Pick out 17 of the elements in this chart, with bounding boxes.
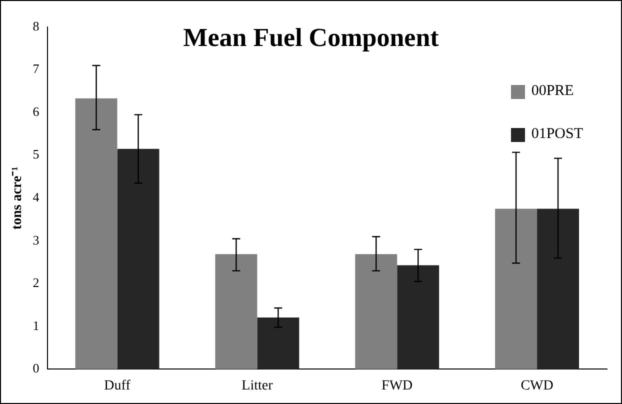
y-tick-label: 8 bbox=[32, 18, 40, 34]
x-tick-label: Duff bbox=[104, 378, 131, 394]
x-tick-label: Litter bbox=[242, 378, 274, 394]
legend-label: 00PRE bbox=[531, 83, 574, 100]
y-tick-label: 5 bbox=[32, 146, 40, 162]
y-tick-label: 7 bbox=[32, 61, 40, 76]
chart-title: Mean Fuel Component bbox=[183, 23, 439, 52]
y-axis-title: tons acre⁻¹ bbox=[10, 166, 26, 230]
y-tick-label: 6 bbox=[32, 104, 40, 119]
legend-label: 01POST bbox=[531, 126, 583, 143]
x-tick-label: CWD bbox=[520, 378, 554, 394]
y-tick-label: 1 bbox=[32, 318, 40, 333]
y-tick-label: 3 bbox=[32, 232, 40, 248]
x-tick-label: FWD bbox=[382, 378, 413, 394]
y-tick-label: 0 bbox=[32, 360, 40, 376]
y-tick-label: 4 bbox=[32, 190, 40, 205]
y-tick-label: 2 bbox=[32, 275, 40, 290]
